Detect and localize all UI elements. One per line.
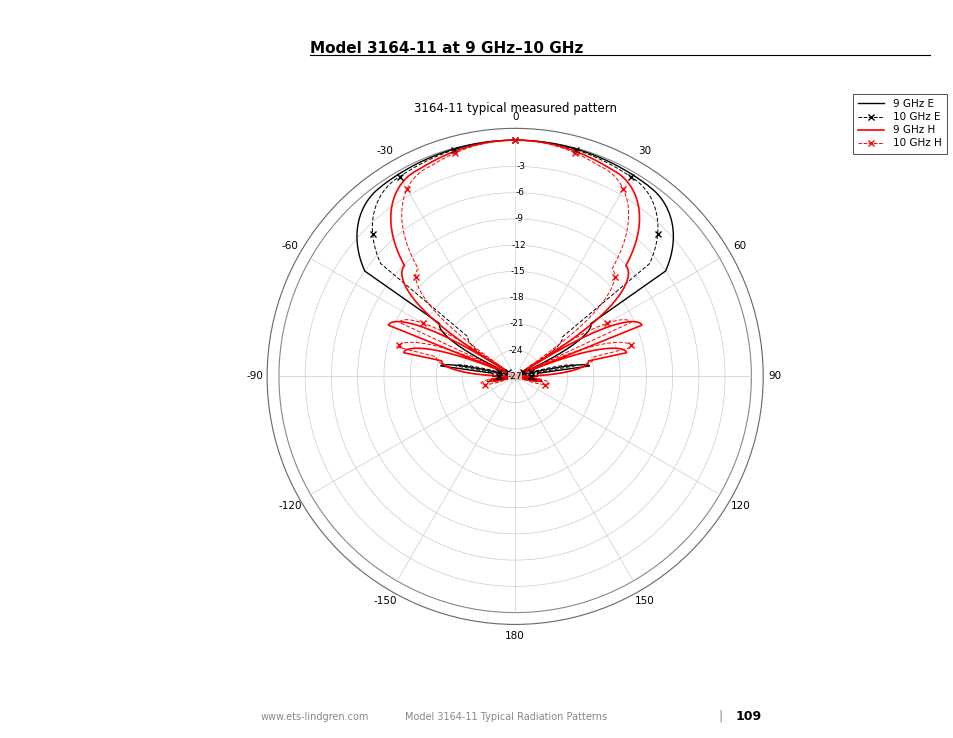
Text: 30: 30 bbox=[638, 146, 651, 156]
Title: 3164-11 typical measured pattern: 3164-11 typical measured pattern bbox=[414, 102, 616, 114]
Text: Model 3164-11 Typical Radiation Patterns: Model 3164-11 Typical Radiation Patterns bbox=[404, 711, 606, 722]
Text: -150: -150 bbox=[373, 596, 396, 607]
Text: -9: -9 bbox=[515, 215, 523, 224]
Text: -30: -30 bbox=[376, 146, 394, 156]
Text: -18: -18 bbox=[509, 293, 524, 302]
Text: 120: 120 bbox=[730, 501, 749, 511]
Text: Model 3164-11 at 9 GHz–10 GHz: Model 3164-11 at 9 GHz–10 GHz bbox=[310, 41, 583, 55]
Legend: 9 GHz E, 10 GHz E, 9 GHz H, 10 GHz H: 9 GHz E, 10 GHz E, 9 GHz H, 10 GHz H bbox=[852, 94, 945, 154]
Text: -60: -60 bbox=[281, 241, 298, 252]
Text: 0: 0 bbox=[512, 111, 517, 122]
Text: |: | bbox=[718, 709, 721, 723]
Text: www.ets-lindgren.com: www.ets-lindgren.com bbox=[260, 711, 369, 722]
Text: 60: 60 bbox=[733, 241, 746, 252]
Text: 180: 180 bbox=[505, 631, 524, 641]
Text: -120: -120 bbox=[278, 501, 301, 511]
Text: -27: -27 bbox=[507, 372, 522, 381]
Text: 109: 109 bbox=[735, 709, 761, 723]
Text: 90: 90 bbox=[768, 371, 781, 382]
Text: -12: -12 bbox=[511, 241, 525, 249]
Text: -15: -15 bbox=[510, 267, 525, 276]
Text: -21: -21 bbox=[509, 320, 523, 328]
Text: 150: 150 bbox=[635, 596, 655, 607]
Text: -90: -90 bbox=[247, 371, 263, 382]
Text: -24: -24 bbox=[508, 345, 522, 355]
Text: -6: -6 bbox=[515, 188, 524, 197]
Text: -3: -3 bbox=[516, 162, 524, 171]
